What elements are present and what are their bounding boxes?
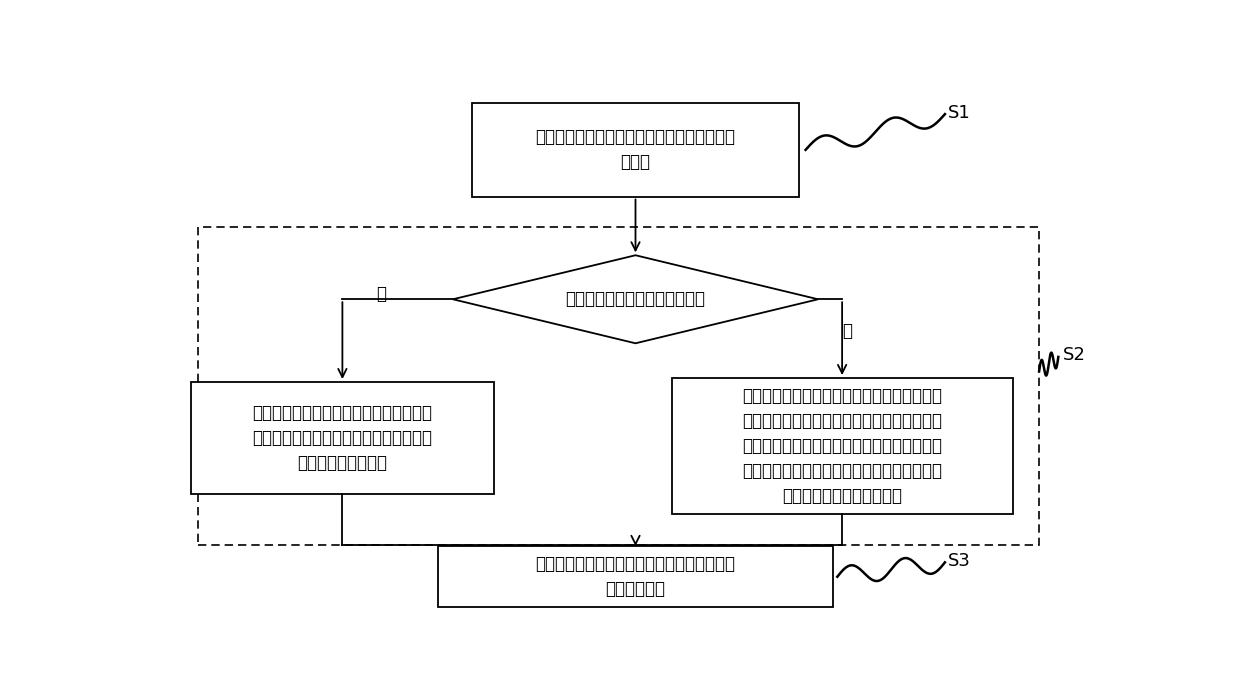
Text: 所确定频率是否大于预设的阈値: 所确定频率是否大于预设的阈値 — [565, 290, 706, 308]
Bar — [472, 103, 799, 197]
Text: 否: 否 — [842, 322, 852, 340]
Bar — [198, 227, 1039, 545]
Text: 令所述输入信号和所述分频器按照倍频倍
数所分频后的信号输至所述模拟锁相环，
以进行信号倍频处理: 令所述输入信号和所述分频器按照倍频倍 数所分频后的信号输至所述模拟锁相环， 以进… — [253, 404, 433, 472]
Bar — [439, 546, 832, 608]
Bar — [191, 382, 494, 494]
Text: S1: S1 — [947, 103, 971, 121]
Text: 将数字倍频后的信号输至所述模拟锁相环，以
进行滤波处理: 将数字倍频后的信号输至所述模拟锁相环，以 进行滤波处理 — [536, 555, 735, 598]
Text: 是: 是 — [376, 285, 386, 303]
Polygon shape — [453, 255, 818, 343]
Bar — [672, 378, 1013, 514]
Text: S2: S2 — [1063, 346, 1086, 365]
Text: 接收待倍频的输入信号，并确定所述输入信号
的频率: 接收待倍频的输入信号，并确定所述输入信号 的频率 — [536, 128, 735, 171]
Text: 令所述输入信号输至所述数字倍频单元，由所
述数字倍频单元将所述输入信号的周期进行整
数倍的计数采样，并根据所述输入信号的周期
调整所述采样信号的周期，将调整后的: 令所述输入信号输至所述数字倍频单元，由所 述数字倍频单元将所述输入信号的周期进行… — [742, 387, 942, 505]
Text: S3: S3 — [947, 552, 971, 570]
